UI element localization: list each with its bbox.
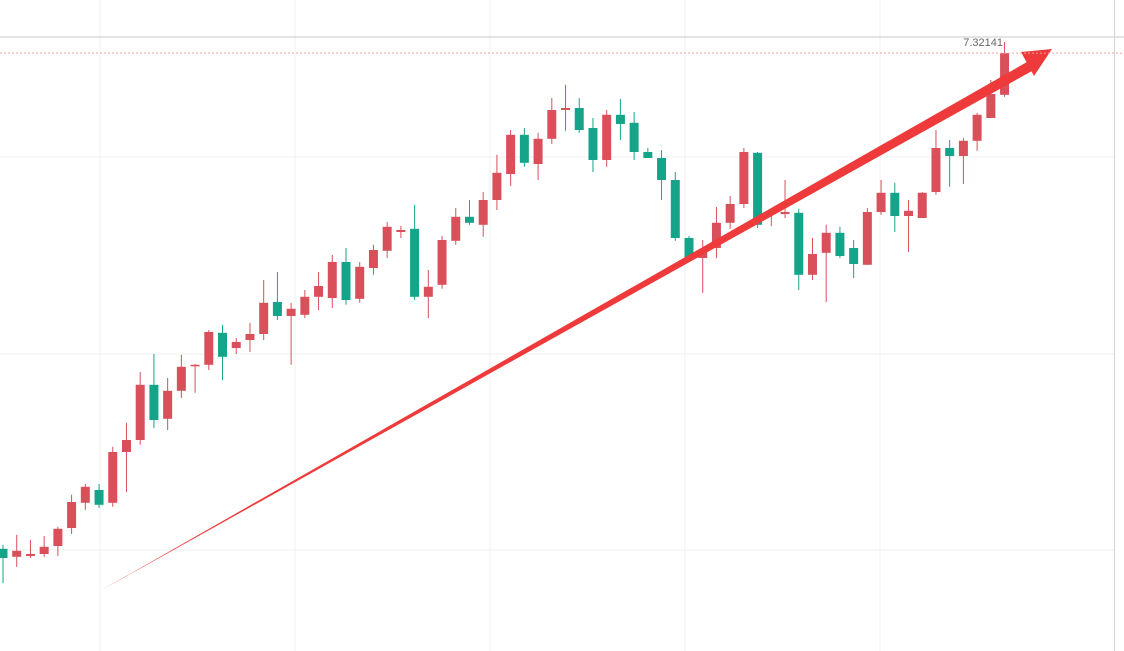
candle-body: [849, 248, 859, 264]
candle-body: [958, 140, 968, 156]
candle-body: [657, 158, 667, 180]
candle-body: [245, 334, 255, 340]
candle-body: [876, 192, 886, 212]
candle-body: [272, 302, 282, 316]
candle-body: [80, 486, 90, 503]
candle-body: [574, 108, 584, 130]
candle-body: [314, 286, 324, 297]
candle-body: [643, 152, 653, 158]
candle-body: [368, 250, 378, 268]
candle-body: [149, 384, 159, 420]
candle-body: [615, 114, 625, 124]
candle-body: [794, 212, 804, 275]
trend-line: [100, 62, 1032, 591]
candle-body: [478, 200, 488, 225]
candle-body: [670, 180, 680, 238]
candle-body: [807, 254, 817, 275]
candle-body: [53, 528, 63, 546]
candle-body: [451, 216, 461, 241]
candle-body: [231, 342, 241, 348]
candle-body: [355, 266, 365, 299]
candle-body: [753, 152, 763, 225]
candle-body: [492, 172, 502, 200]
candles: [0, 42, 1010, 584]
candle-body: [519, 134, 529, 163]
candle-body: [218, 332, 228, 357]
candle-body: [931, 148, 941, 192]
candle-body: [821, 232, 831, 253]
candle-body: [780, 212, 790, 214]
candle-body: [972, 114, 982, 141]
candle-body: [163, 390, 173, 419]
candle-body: [890, 192, 900, 216]
candle-body: [410, 228, 420, 297]
trend-arrow: [100, 49, 1052, 591]
candle-body: [0, 548, 8, 558]
candle-body: [862, 212, 872, 265]
candle-body: [945, 148, 955, 156]
candle-body: [711, 222, 721, 248]
candle-body: [327, 262, 337, 298]
candle-body: [547, 110, 557, 139]
candle-body: [286, 308, 296, 316]
candle-body: [190, 364, 200, 367]
candle-body: [176, 366, 186, 391]
candle-body: [67, 502, 77, 528]
candle-body: [684, 238, 694, 258]
candle-body: [12, 550, 22, 557]
candle-body: [561, 108, 571, 110]
candle-body: [588, 128, 598, 160]
candle-body: [121, 440, 131, 452]
candle-body: [506, 134, 516, 174]
candle-body: [396, 230, 406, 232]
candle-body: [629, 122, 639, 152]
candle-body: [533, 138, 543, 164]
candle-body: [917, 192, 927, 218]
candle-body: [341, 262, 351, 300]
candle-body: [904, 210, 914, 216]
candle-body: [464, 216, 474, 223]
candle-body: [135, 384, 145, 440]
candle-body: [986, 94, 996, 118]
candle-body: [204, 332, 214, 365]
candle-body: [259, 302, 269, 334]
candle-body: [25, 554, 35, 556]
candle-body: [602, 114, 612, 160]
candle-body: [1000, 53, 1010, 95]
candle-body: [382, 226, 392, 251]
candle-body: [94, 490, 104, 505]
last-price-label: 7.32141: [963, 37, 1003, 49]
candle-body: [423, 286, 433, 297]
candle-body: [39, 546, 49, 554]
arrow-head: [1021, 49, 1052, 76]
candle-body: [835, 232, 845, 256]
candle-body: [437, 240, 447, 285]
candle-body: [108, 452, 118, 503]
candle-body: [725, 204, 735, 223]
candle-body: [300, 296, 310, 315]
candle-body: [739, 152, 749, 204]
